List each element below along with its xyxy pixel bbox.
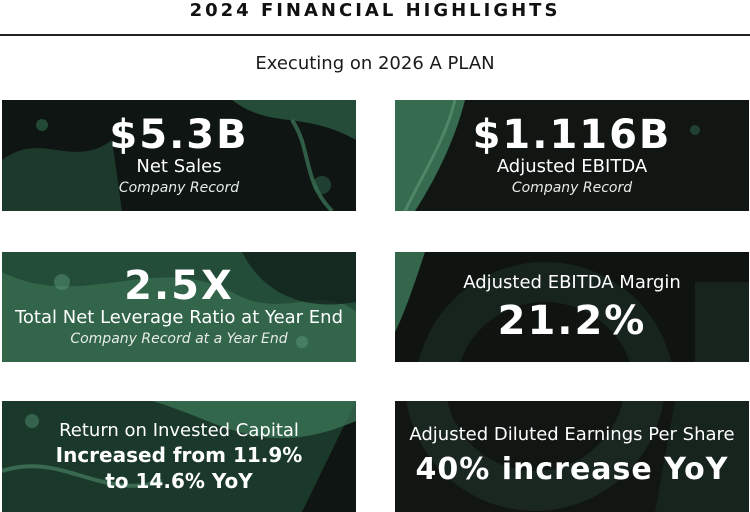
splash-background-image xyxy=(395,401,749,512)
roic-card: Return on Invested Capital Increased fro… xyxy=(2,401,356,512)
splash-background-image xyxy=(2,401,356,512)
title-divider xyxy=(0,34,750,36)
leverage-label: Total Net Leverage Ratio at Year End xyxy=(14,307,344,328)
roic-line-1: Increased from 11.9% xyxy=(55,442,303,467)
ebitda-label: Adjusted EBITDA xyxy=(496,155,648,177)
leverage-value: 2.5X xyxy=(124,263,234,309)
net-sales-card: $5.3B Net Sales Company Record xyxy=(2,100,356,211)
net-sales-value: $5.3B xyxy=(109,111,249,158)
adjusted-ebitda-card: $1.116B Adjusted EBITDA Company Record xyxy=(395,100,749,211)
eps-card: Adjusted Diluted Earnings Per Share 40% … xyxy=(395,401,749,512)
splash-background-image xyxy=(2,252,356,362)
roic-label: Return on Invested Capital xyxy=(59,419,299,441)
splash-background-image xyxy=(2,100,356,211)
eps-value: 40% increase YoY xyxy=(415,451,729,487)
leverage-note: Company Record at a Year End xyxy=(70,331,288,347)
eps-label: Adjusted Diluted Earnings Per Share xyxy=(409,423,735,445)
page-subtitle: Executing on 2026 A PLAN xyxy=(255,53,495,74)
page-title: 2024 FINANCIAL HIGHLIGHTS xyxy=(189,0,561,21)
splash-background-image xyxy=(395,252,749,362)
net-leverage-card: 2.5X Total Net Leverage Ratio at Year En… xyxy=(2,252,356,362)
ebitda-value: $1.116B xyxy=(472,111,672,158)
splash-background-image xyxy=(395,100,749,211)
margin-label: Adjusted EBITDA Margin xyxy=(463,272,681,293)
net-sales-note: Company Record xyxy=(118,179,240,196)
margin-value: 21.2% xyxy=(497,298,647,344)
roic-line-2: to 14.6% YoY xyxy=(105,468,253,493)
ebitda-note: Company Record xyxy=(511,179,633,196)
ebitda-margin-card: Adjusted EBITDA Margin 21.2% xyxy=(395,252,749,362)
net-sales-label: Net Sales xyxy=(136,155,222,177)
